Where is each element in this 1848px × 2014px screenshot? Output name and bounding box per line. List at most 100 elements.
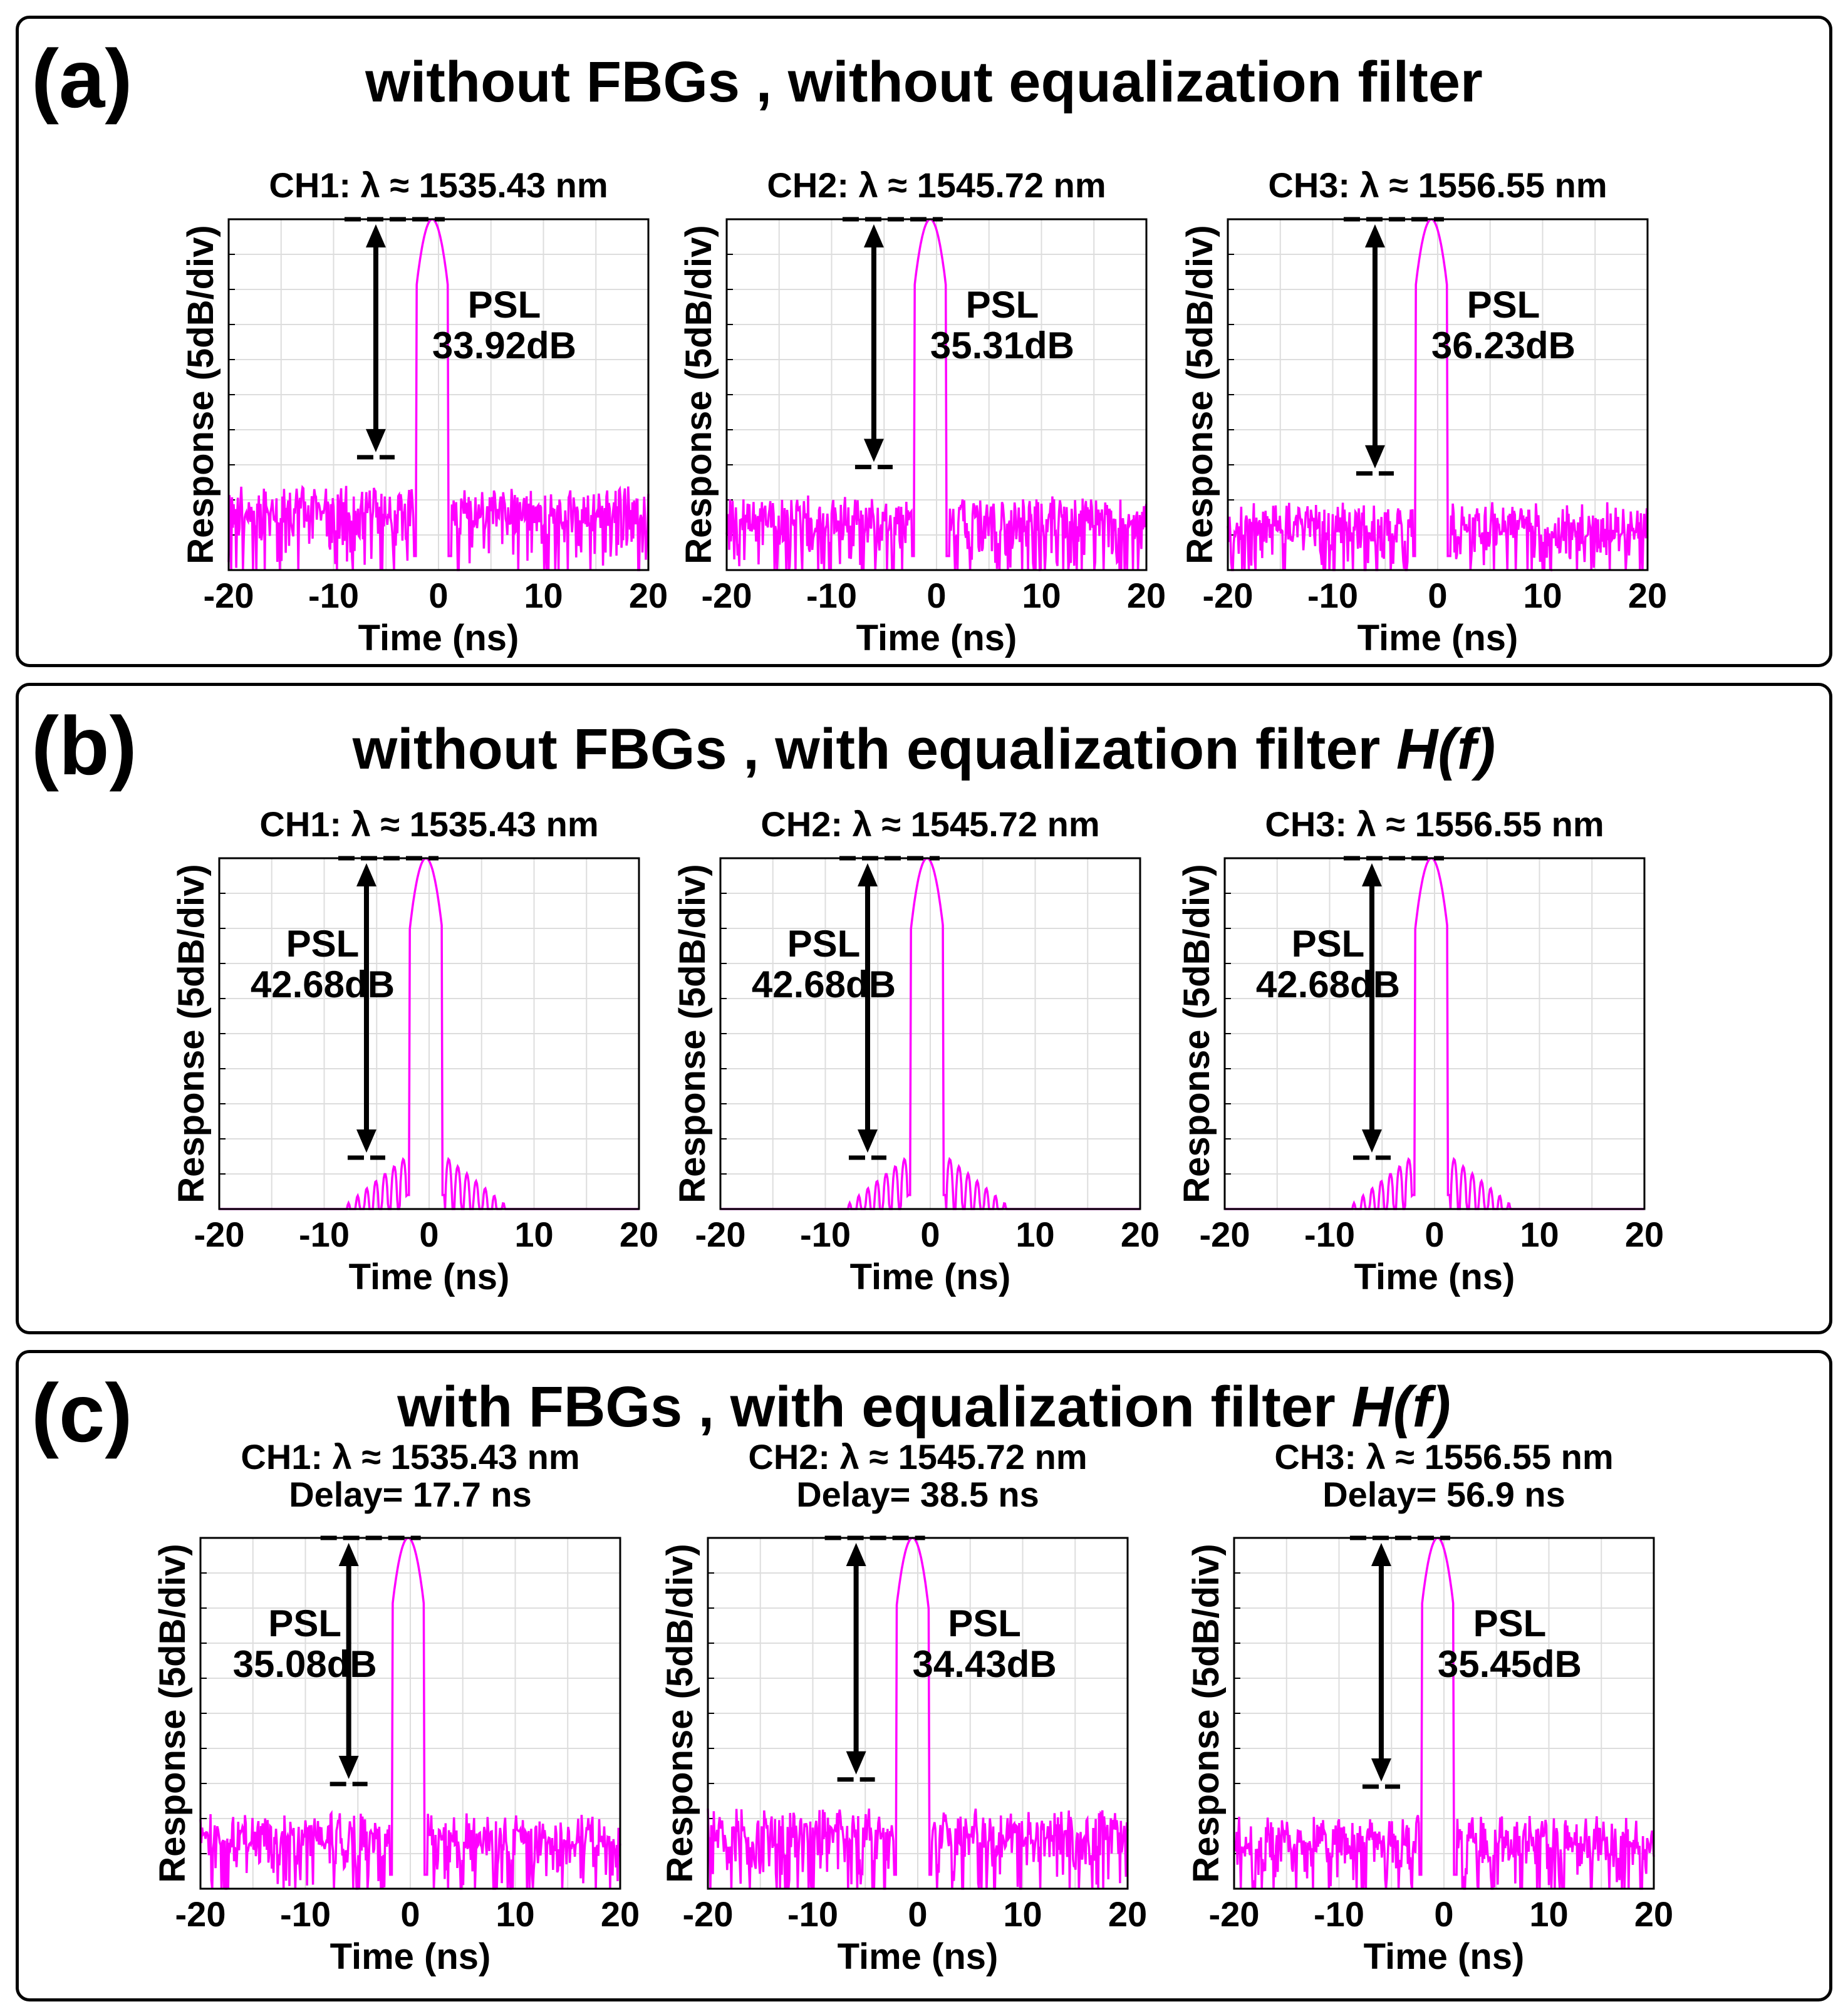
y-axis-label: Response (5dB/div)	[678, 225, 719, 564]
psl-arrow-head-down	[1361, 1129, 1382, 1153]
chart-delay: Delay= 56.9 ns	[1322, 1475, 1565, 1514]
psl-value: 42.68dB	[752, 963, 896, 1005]
x-tick-label: -10	[1307, 576, 1358, 615]
y-axis-label: Response (5dB/div)	[152, 1544, 193, 1882]
x-tick-label: -20	[1203, 576, 1254, 615]
psl-arrow-head-up	[863, 224, 884, 247]
x-tick-label: -10	[806, 576, 857, 615]
x-tick-label: -20	[683, 1894, 734, 1934]
x-tick-label: 10	[514, 1215, 553, 1254]
x-axis-label: Time (ns)	[1364, 1936, 1525, 1977]
panel-b-title-italic: H(f)	[1396, 717, 1496, 781]
psl-label: PSL	[1292, 923, 1365, 965]
psl-arrow-head-down	[356, 1129, 376, 1153]
panel-a-title: without FBGs , without equalization filt…	[19, 53, 1829, 111]
trace-line	[1233, 1537, 1655, 1890]
psl-label: PSL	[268, 1602, 341, 1644]
x-axis-label: Time (ns)	[838, 1936, 999, 1977]
psl-value: 33.92dB	[432, 324, 576, 366]
chart-delay: Delay= 17.7 ns	[289, 1475, 532, 1514]
psl-label: PSL	[948, 1602, 1021, 1644]
psl-arrow-head-up	[1364, 224, 1385, 247]
x-tick-label: 0	[419, 1215, 439, 1254]
psl-arrow-head-down	[338, 1755, 359, 1779]
x-axis-label: Time (ns)	[358, 618, 519, 658]
x-axis-label: Time (ns)	[856, 618, 1017, 658]
x-tick-label: 10	[1003, 1894, 1042, 1934]
x-tick-label: 10	[524, 576, 563, 615]
y-axis-label: Response (5dB/div)	[660, 1544, 700, 1882]
psl-arrow-head-down	[365, 428, 386, 452]
psl-value: 35.45dB	[1438, 1643, 1582, 1685]
panel-c-title-italic: H(f)	[1351, 1375, 1451, 1439]
x-tick-label: 10	[1520, 1215, 1559, 1254]
x-tick-label: 10	[496, 1894, 534, 1934]
x-tick-label: -20	[204, 576, 254, 615]
chart-b-ch2: CH2: λ ≈ 1545.72 nm -20 -10 0 10 20 Time (ns) R…	[672, 804, 1160, 1297]
x-tick-label: 10	[1022, 576, 1061, 615]
x-tick-label: 0	[1428, 576, 1447, 615]
x-tick-label: 0	[1434, 1894, 1453, 1934]
x-tick-label: -10	[1314, 1894, 1364, 1934]
x-tick-label: -10	[787, 1894, 838, 1934]
psl-label: PSL	[468, 284, 541, 326]
trace-line	[227, 218, 650, 571]
panel-b-title-text: without FBGs , with equalization filter	[352, 717, 1396, 781]
x-tick-label: -20	[695, 1215, 746, 1254]
panel-a-title-text: without FBGs , without equalization filt…	[365, 50, 1483, 114]
x-axis-label: Time (ns)	[349, 1257, 510, 1297]
psl-arrow-head-down	[857, 1129, 878, 1153]
panel-b-label: (b)	[31, 700, 137, 792]
x-tick-label: 10	[1015, 1215, 1054, 1254]
y-axis-label: Response (5dB/div)	[171, 864, 212, 1203]
trace-line	[725, 218, 1148, 571]
plot-frame	[199, 1537, 621, 1890]
panel-c-title: with FBGs , with equalization filter H(f…	[19, 1378, 1829, 1436]
x-tick-label: 20	[1634, 1894, 1673, 1934]
psl-value: 36.23dB	[1431, 324, 1575, 366]
chart-title: CH3: λ ≈ 1556.55 nm	[1274, 1437, 1613, 1477]
x-axis-label: Time (ns)	[330, 1936, 491, 1977]
trace-line	[199, 1537, 621, 1890]
x-tick-label: 20	[1127, 576, 1166, 615]
x-tick-label: 0	[400, 1894, 420, 1934]
x-tick-label: 10	[1529, 1894, 1568, 1934]
y-axis-label: Response (5dB/div)	[1180, 225, 1220, 564]
x-tick-label: -20	[194, 1215, 245, 1254]
x-tick-label: -20	[1209, 1894, 1260, 1934]
panel-c-title-text: with FBGs , with equalization filter	[397, 1375, 1352, 1439]
x-axis-label: Time (ns)	[1357, 618, 1518, 658]
psl-arrow-head-up	[846, 1543, 866, 1566]
psl-value: 35.31dB	[930, 324, 1074, 366]
panel-b: (b) without FBGs , with equalization fil…	[16, 683, 1832, 1334]
chart-delay: Delay= 38.5 ns	[796, 1475, 1039, 1514]
psl-value: 42.68dB	[251, 963, 395, 1005]
psl-arrow-head-down	[1371, 1758, 1391, 1782]
x-tick-label: 0	[908, 1894, 927, 1934]
x-tick-label: -10	[299, 1215, 350, 1254]
panel-b-title: without FBGs , with equalization filter …	[19, 720, 1829, 778]
x-tick-label: 20	[1628, 576, 1667, 615]
x-tick-label: -20	[702, 576, 752, 615]
chart-title: CH2: λ ≈ 1545.72 nm	[767, 165, 1106, 205]
chart-a-ch1: CH1: λ ≈ 1535.43 nm -20 -10 0 10 20 Time (ns) R…	[180, 165, 668, 658]
x-tick-label: 20	[1625, 1215, 1664, 1254]
chart-a-ch2: CH2: λ ≈ 1545.72 nm -20 -10 0 10 20 Time (ns) R…	[678, 165, 1166, 658]
y-axis-label: Response (5dB/div)	[672, 864, 713, 1203]
x-tick-label: -20	[1200, 1215, 1250, 1254]
x-tick-label: 20	[1108, 1894, 1147, 1934]
x-tick-label: 0	[920, 1215, 940, 1254]
chart-title: CH3: λ ≈ 1556.55 nm	[1265, 804, 1604, 844]
x-tick-label: -10	[280, 1894, 331, 1934]
psl-arrow-head-up	[857, 863, 878, 886]
chart-title: CH2: λ ≈ 1545.72 nm	[760, 804, 1099, 844]
chart-title: CH2: λ ≈ 1545.72 nm	[748, 1437, 1087, 1477]
y-axis-label: Response (5dB/div)	[1186, 1544, 1227, 1882]
x-tick-label: 0	[428, 576, 448, 615]
psl-label: PSL	[1473, 1602, 1547, 1644]
x-tick-label: -10	[308, 576, 359, 615]
panel-a-label: (a)	[31, 33, 133, 125]
psl-arrow-head-up	[356, 863, 376, 886]
